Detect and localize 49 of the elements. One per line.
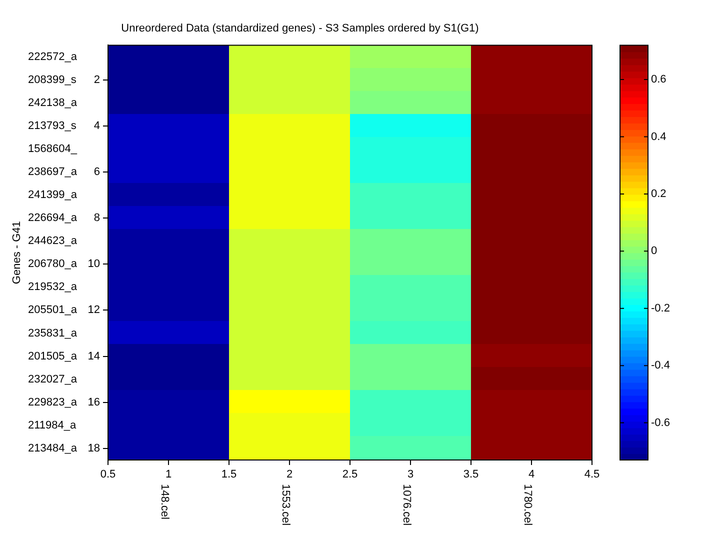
y2-tick-label: 8 bbox=[94, 212, 100, 224]
y2-tick-label: 14 bbox=[88, 350, 100, 362]
y-tick-label: 1568604_ bbox=[28, 142, 78, 155]
y-tick-label: 208399_s bbox=[28, 74, 77, 86]
x2-tick-label: 2 bbox=[286, 468, 293, 481]
y-tick-label: 219532_a bbox=[28, 281, 78, 294]
y-tick-label: 235831_a bbox=[28, 327, 78, 340]
y2-tick-label: 4 bbox=[94, 120, 100, 132]
y-tick-label: 205501_a bbox=[28, 304, 78, 316]
x-tick-label: 1780.cel bbox=[521, 484, 534, 526]
y2-tick-label: 16 bbox=[88, 396, 100, 408]
y-tick-label: 229823_a bbox=[28, 396, 78, 408]
x2-tick-label: 1.5 bbox=[221, 468, 237, 481]
y-tick-label: 206780_a bbox=[28, 258, 78, 270]
y2-tick-label: 12 bbox=[88, 304, 100, 316]
color-bar-label: 0 bbox=[651, 245, 658, 258]
y-tick-label: 201505_a bbox=[28, 350, 78, 362]
x2-tick-label: 2.5 bbox=[342, 468, 358, 481]
y-tick-label: 242138_a bbox=[28, 96, 78, 109]
y2-tick-label: 6 bbox=[94, 166, 100, 178]
x-tick-label: 1553.cel bbox=[279, 484, 292, 526]
y-tick-label: 226694_a bbox=[28, 212, 78, 224]
x2-tick-label: 4 bbox=[528, 468, 535, 481]
chart-title: Unreordered Data (standardized genes) - S3 Samples ordered by S1(G1) bbox=[121, 22, 479, 35]
y2-tick-label: 2 bbox=[94, 74, 100, 86]
color-bar-label: -0.2 bbox=[651, 302, 670, 314]
x2-tick-label: 0.5 bbox=[100, 468, 116, 481]
y-tick-label: 238697_a bbox=[28, 166, 78, 178]
x2-tick-label: 4.5 bbox=[584, 468, 600, 481]
y-tick-label: 222572_a bbox=[28, 50, 78, 63]
y2-tick-label: 18 bbox=[88, 442, 100, 455]
color-bar-label: -0.6 bbox=[651, 416, 670, 429]
y-tick-label: 232027_a bbox=[28, 373, 78, 386]
x2-tick-label: 1 bbox=[165, 468, 172, 481]
y-tick-label: 213484_a bbox=[28, 442, 78, 455]
y-tick-label: 244623_a bbox=[28, 235, 78, 248]
y-tick-label: 211984_a bbox=[28, 419, 78, 432]
x2-tick-label: 3.5 bbox=[463, 468, 479, 481]
y-tick-label: 241399_a bbox=[28, 189, 78, 202]
x-tick-label: 1076.cel bbox=[400, 484, 412, 526]
y-axis-title: Genes - G41 bbox=[11, 221, 24, 284]
color-bar-label: -0.4 bbox=[651, 360, 670, 372]
x-tick-label: 148.cel bbox=[158, 484, 170, 520]
color-bar-label: 0.4 bbox=[651, 130, 666, 143]
y2-tick-label: 10 bbox=[88, 258, 100, 270]
color-bar-label: 0.6 bbox=[651, 74, 666, 86]
y-tick-label: 213793_s bbox=[28, 120, 77, 132]
x2-tick-label: 3 bbox=[407, 468, 414, 481]
color-bar-label: 0.2 bbox=[651, 188, 666, 200]
